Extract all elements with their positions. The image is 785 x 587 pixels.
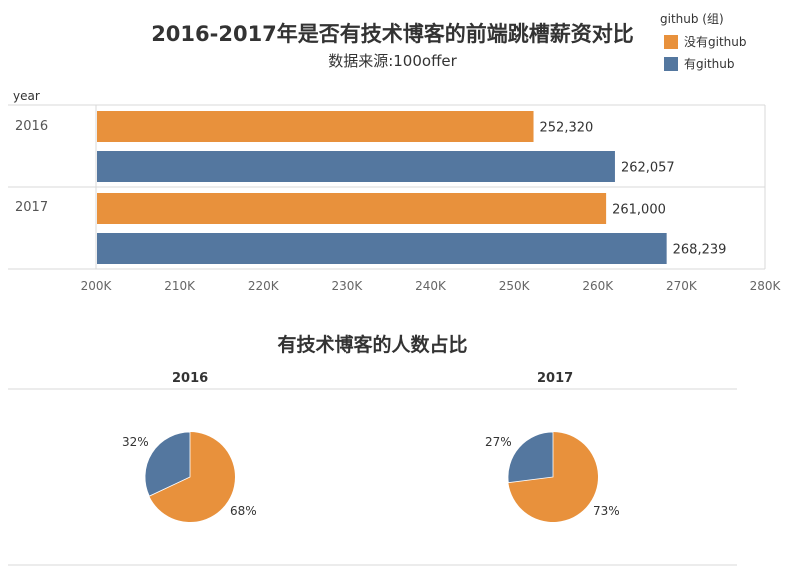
- bar: [97, 193, 607, 224]
- bar: [97, 151, 615, 182]
- pie-slice-label: 27%: [485, 435, 512, 449]
- year-column-header: year: [13, 89, 40, 103]
- pie-year-label-2016: 2016: [172, 371, 209, 386]
- x-tick-label: 250K: [499, 279, 531, 293]
- pie-year-label-2017: 2017: [537, 371, 574, 386]
- data-label: 268,239: [673, 243, 727, 258]
- bar: [97, 111, 534, 142]
- legend-swatch-orange: [664, 34, 678, 49]
- data-label: 262,057: [621, 161, 675, 176]
- pie-slice: [149, 432, 235, 522]
- x-tick-label: 260K: [582, 279, 614, 293]
- year-label-2016: 2016: [15, 119, 49, 134]
- data-label: 261,000: [612, 203, 666, 218]
- legend-item-has-github[interactable]: 有github: [664, 55, 735, 72]
- data-label: 252,320: [540, 121, 594, 136]
- x-tick-label: 220K: [248, 279, 280, 293]
- legend-label: 有github: [684, 57, 735, 71]
- legend-title: github (组): [660, 12, 724, 26]
- pie-slice: [507, 431, 554, 484]
- x-tick-label: 210K: [164, 279, 196, 293]
- pie-slice: [144, 431, 191, 497]
- x-tick-label: 280K: [750, 279, 782, 293]
- pie-slice-label: 73%: [593, 504, 620, 518]
- pie-chart-title: 有技术博客的人数占比: [277, 334, 468, 356]
- bar-chart: 252,320 262,057 261,000 268,239 200K 210K 220…: [8, 104, 782, 293]
- pie-slice-label: 68%: [230, 504, 257, 518]
- bar: [97, 233, 667, 264]
- x-tick-label: 230K: [331, 279, 363, 293]
- x-tick-label: 240K: [415, 279, 447, 293]
- bar-chart-subtitle: 数据来源:100offer: [328, 52, 457, 70]
- x-tick-label: 270K: [666, 279, 698, 293]
- legend-item-no-github[interactable]: 没有github: [664, 33, 747, 50]
- pie-slice-label: 32%: [122, 435, 149, 449]
- legend-label: 没有github: [684, 35, 747, 49]
- bar-chart-title: 2016-2017年是否有技术博客的前端跳槽薪资对比: [151, 22, 634, 46]
- legend-swatch-blue: [664, 56, 678, 71]
- x-tick-label: 200K: [81, 279, 113, 293]
- year-label-2017: 2017: [15, 200, 49, 215]
